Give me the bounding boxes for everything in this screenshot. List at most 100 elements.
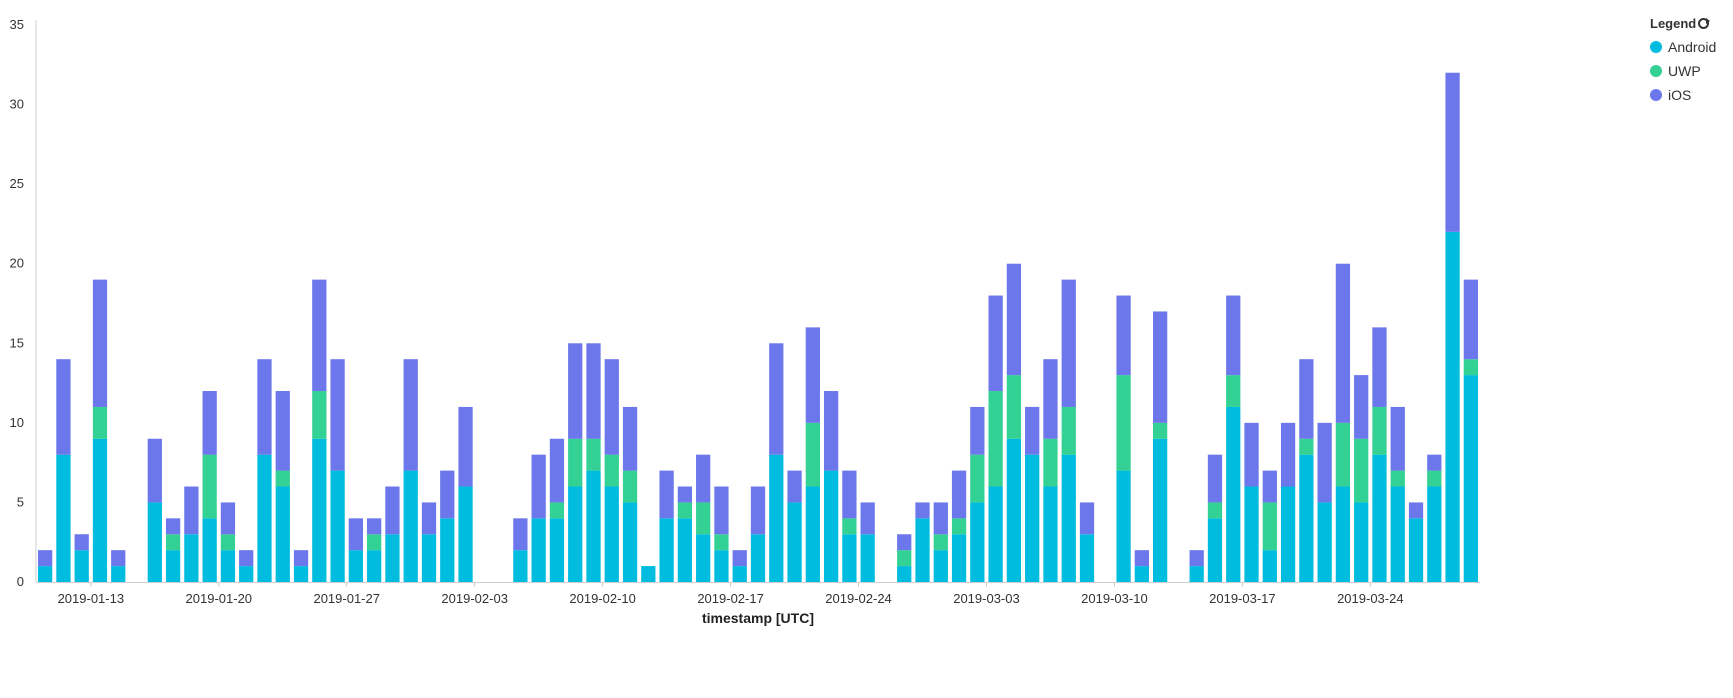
bar-segment-android[interactable] [549,518,565,582]
bar-segment-ios[interactable] [220,502,236,535]
bar-segment-android[interactable] [1280,486,1296,582]
bar-segment-ios[interactable] [403,359,418,471]
bar-segment-ios[interactable] [1244,422,1259,487]
bar-segment-ios[interactable] [732,550,747,567]
bar-segment-ios[interactable] [750,486,766,535]
bar-segment-ios[interactable] [74,534,89,551]
bar-segment-ios[interactable] [513,518,528,551]
bar-segment-android[interactable] [1153,438,1168,582]
bar-segment-ios[interactable] [549,438,565,503]
bar-segment-uwp[interactable] [714,534,729,551]
bar-segment-uwp[interactable] [842,518,857,535]
bar-segment-ios[interactable] [769,343,784,455]
bar-segment-android[interactable] [92,438,108,582]
bar-segment-uwp[interactable] [1372,406,1387,455]
bar-segment-ios[interactable] [860,502,875,535]
bar-segment-android[interactable] [988,486,1003,582]
bar-segment-android[interactable] [1207,518,1223,582]
bar-segment-ios[interactable] [1061,279,1076,407]
bar-segment-uwp[interactable] [1427,470,1442,487]
bar-segment-android[interactable] [458,486,473,582]
bar-segment-android[interactable] [823,470,839,582]
bar-segment-ios[interactable] [440,470,455,519]
bar-segment-ios[interactable] [1335,263,1351,423]
bar-segment-ios[interactable] [1262,470,1277,503]
bar-segment-android[interactable] [202,518,217,582]
bar-segment-android[interactable] [915,518,930,582]
bar-segment-uwp[interactable] [1299,438,1314,455]
bar-segment-android[interactable] [805,486,820,582]
bar-segment-uwp[interactable] [1043,438,1058,487]
bar-segment-android[interactable] [1408,518,1424,582]
bar-segment-android[interactable] [1226,406,1241,582]
bar-segment-ios[interactable] [531,454,546,519]
legend-item-uwp[interactable]: UWP [1650,63,1730,79]
bar-segment-android[interactable] [440,518,455,582]
bar-segment-uwp[interactable] [1354,438,1369,503]
bar-segment-uwp[interactable] [988,391,1003,487]
bar-segment-ios[interactable] [787,470,802,503]
bar-segment-ios[interactable] [257,359,272,455]
bar-segment-uwp[interactable] [897,550,912,567]
bar-segment-android[interactable] [257,454,272,582]
bar-segment-android[interactable] [1335,486,1351,582]
bar-segment-android[interactable] [1354,502,1369,582]
bar-segment-ios[interactable] [1463,279,1478,360]
bar-segment-android[interactable] [1134,566,1149,582]
bar-segment-android[interactable] [970,502,985,582]
bar-segment-ios[interactable] [1390,406,1405,471]
bar-segment-ios[interactable] [1189,550,1204,567]
bar-segment-android[interactable] [732,566,747,582]
bar-segment-ios[interactable] [951,470,967,519]
bar-segment-ios[interactable] [56,359,71,455]
bar-segment-ios[interactable] [586,343,601,439]
bar-segment-ios[interactable] [92,279,108,407]
bar-segment-android[interactable] [1427,486,1442,582]
bar-segment-ios[interactable] [1427,454,1442,471]
bar-segment-android[interactable] [403,470,418,582]
bar-segment-ios[interactable] [348,518,363,551]
bar-segment-android[interactable] [1372,454,1387,582]
bar-segment-uwp[interactable] [677,502,693,519]
bar-segment-uwp[interactable] [165,534,181,551]
bar-segment-ios[interactable] [677,486,693,503]
bar-segment-android[interactable] [239,566,254,582]
bar-segment-ios[interactable] [933,502,948,535]
bar-segment-ios[interactable] [1372,327,1387,407]
bar-segment-android[interactable] [531,518,546,582]
bar-segment-android[interactable] [1317,502,1332,582]
bar-segment-android[interactable] [641,566,656,582]
bar-segment-android[interactable] [1116,470,1131,582]
bar-segment-android[interactable] [622,502,638,582]
bar-segment-android[interactable] [714,550,729,582]
bar-segment-uwp[interactable] [312,391,327,439]
bar-segment-ios[interactable] [604,359,619,455]
bar-segment-uwp[interactable] [586,438,601,471]
legend-item-android[interactable]: Android [1650,39,1730,55]
bar-segment-ios[interactable] [805,327,820,423]
bar-segment-ios[interactable] [1207,454,1223,503]
bar-segment-uwp[interactable] [1335,422,1351,487]
bar-segment-uwp[interactable] [951,518,967,535]
bar-segment-ios[interactable] [330,359,345,471]
bar-segment-ios[interactable] [184,486,199,535]
bar-segment-android[interactable] [842,534,857,582]
refresh-icon[interactable] [1698,18,1711,29]
bar-segment-ios[interactable] [1006,263,1022,376]
bar-segment-ios[interactable] [147,438,162,503]
bar-segment-android[interactable] [1262,550,1277,582]
bar-segment-ios[interactable] [970,406,985,455]
bar-segment-uwp[interactable] [92,406,108,439]
bar-segment-ios[interactable] [165,518,181,535]
bar-segment-ios[interactable] [421,502,437,535]
bar-segment-uwp[interactable] [622,470,638,503]
bar-segment-android[interactable] [111,566,126,582]
bar-segment-android[interactable] [897,566,912,582]
bar-segment-android[interactable] [275,486,290,582]
bar-segment-ios[interactable] [1153,311,1168,423]
bar-segment-android[interactable] [1061,454,1076,582]
bar-segment-ios[interactable] [1354,375,1369,439]
bar-segment-android[interactable] [147,502,162,582]
bar-segment-android[interactable] [312,438,327,582]
bar-segment-uwp[interactable] [367,534,382,551]
